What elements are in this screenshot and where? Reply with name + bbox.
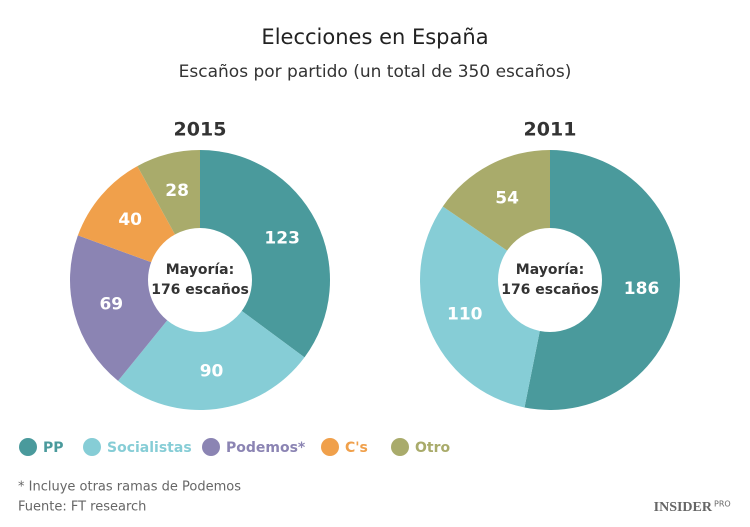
legend-label: Podemos* bbox=[226, 440, 306, 456]
center-label: Mayoría: bbox=[516, 262, 584, 278]
legend-label: Otro bbox=[415, 440, 450, 456]
data-label: 90 bbox=[200, 361, 224, 381]
legend-label: Socialistas bbox=[107, 440, 192, 456]
chart-title: Elecciones en España bbox=[261, 25, 488, 49]
legend-marker bbox=[202, 438, 220, 456]
donut-hole bbox=[498, 228, 602, 332]
center-label: 176 escaños bbox=[501, 282, 599, 298]
pie-title: 2011 bbox=[524, 119, 577, 141]
legend-label: C's bbox=[345, 440, 368, 456]
pie-slice bbox=[200, 150, 331, 358]
data-label: 28 bbox=[165, 181, 189, 201]
chart-subtitle: Escaños por partido (un total de 350 esc… bbox=[179, 62, 572, 82]
center-label: 176 escaños bbox=[151, 282, 249, 298]
pie-slice bbox=[420, 206, 550, 408]
brand-sub: PRO bbox=[714, 500, 731, 509]
legend-marker bbox=[321, 438, 339, 456]
data-label: 110 bbox=[447, 305, 483, 325]
data-label: 54 bbox=[495, 189, 519, 209]
legend-marker bbox=[83, 438, 101, 456]
pie-slice bbox=[118, 280, 305, 410]
data-label: 186 bbox=[624, 279, 660, 299]
source: Fuente: FT research bbox=[18, 500, 146, 515]
legend-label: PP bbox=[43, 440, 64, 456]
data-label: 123 bbox=[264, 229, 300, 249]
brand: INSIDER bbox=[654, 500, 713, 515]
center-label: Mayoría: bbox=[166, 262, 234, 278]
pie-title: 2015 bbox=[174, 119, 227, 141]
footnote: * Incluye otras ramas de Podemos bbox=[18, 480, 241, 495]
data-label: 40 bbox=[118, 210, 142, 230]
donut-hole bbox=[148, 228, 252, 332]
legend-marker bbox=[391, 438, 409, 456]
data-label: 69 bbox=[99, 294, 123, 314]
pie-slice bbox=[524, 150, 681, 410]
legend-marker bbox=[19, 438, 37, 456]
